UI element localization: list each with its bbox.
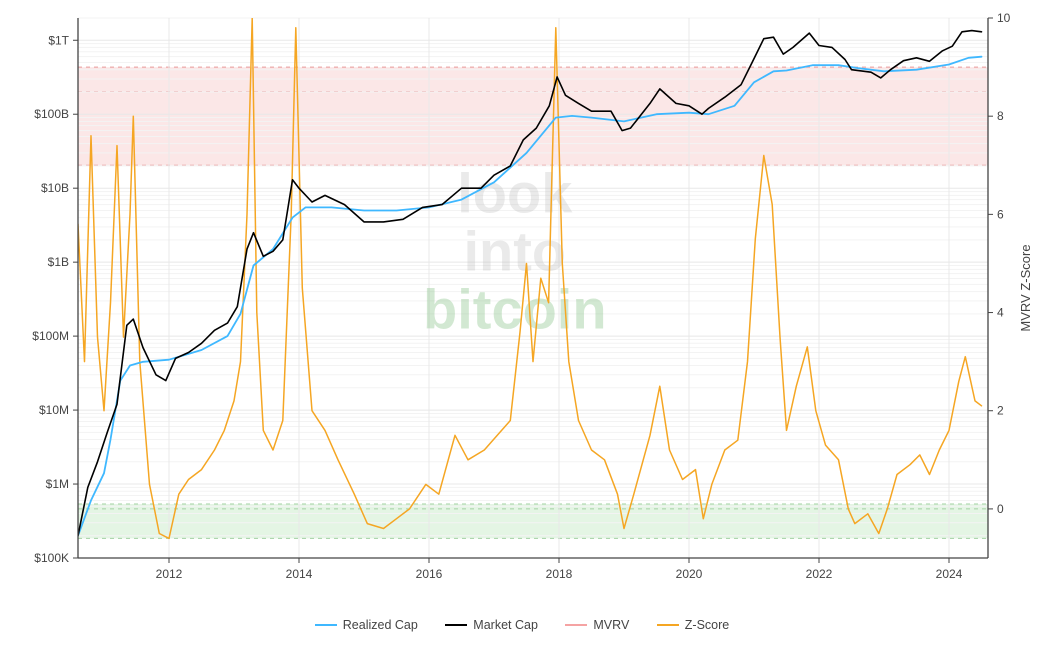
legend-label: MVRV xyxy=(593,618,629,632)
legend-item-mvrv[interactable]: MVRV xyxy=(565,618,629,632)
mvrv-band xyxy=(78,67,988,165)
y-right-tick-label: 8 xyxy=(997,109,1004,123)
x-tick-label: 2022 xyxy=(806,567,833,581)
x-tick-label: 2020 xyxy=(676,567,703,581)
y-right-tick-label: 10 xyxy=(997,11,1011,25)
x-tick-label: 2012 xyxy=(156,567,183,581)
y-left-tick-label: $1B xyxy=(48,255,69,269)
y-right-tick-label: 6 xyxy=(997,207,1004,221)
legend-label: Z-Score xyxy=(685,618,729,632)
legend-swatch xyxy=(657,624,679,626)
y-right-tick-label: 0 xyxy=(997,502,1004,516)
legend-item-zscore[interactable]: Z-Score xyxy=(657,618,729,632)
chart-svg: lookintobitcoin$100K$1M$10M$100M$1B$10B$… xyxy=(0,0,1044,640)
legend-swatch xyxy=(315,624,337,626)
x-tick-label: 2018 xyxy=(546,567,573,581)
y-left-tick-label: $100K xyxy=(34,551,69,565)
mvrv-chart: lookintobitcoin$100K$1M$10M$100M$1B$10B$… xyxy=(0,0,1044,640)
x-tick-label: 2014 xyxy=(286,567,313,581)
y-right-tick-label: 2 xyxy=(997,404,1004,418)
legend-label: Realized Cap xyxy=(343,618,418,632)
y-left-tick-label: $100M xyxy=(32,329,69,343)
y-left-tick-label: $100B xyxy=(34,107,69,121)
y-right-axis-title: MVRV Z-Score xyxy=(1018,244,1033,331)
legend-swatch xyxy=(565,624,587,626)
y-left-tick-label: $10B xyxy=(41,181,69,195)
x-tick-label: 2016 xyxy=(416,567,443,581)
legend-item-realized[interactable]: Realized Cap xyxy=(315,618,418,632)
y-right-tick-label: 4 xyxy=(997,306,1004,320)
legend-item-market[interactable]: Market Cap xyxy=(445,618,538,632)
y-left-tick-label: $1T xyxy=(48,33,69,47)
legend-label: Market Cap xyxy=(473,618,538,632)
y-left-tick-label: $1M xyxy=(46,477,69,491)
chart-legend: Realized Cap Market Cap MVRV Z-Score xyxy=(0,615,1044,632)
watermark-text: bitcoin xyxy=(423,277,607,340)
legend-swatch xyxy=(445,624,467,626)
y-left-tick-label: $10M xyxy=(39,403,69,417)
x-tick-label: 2024 xyxy=(936,567,963,581)
